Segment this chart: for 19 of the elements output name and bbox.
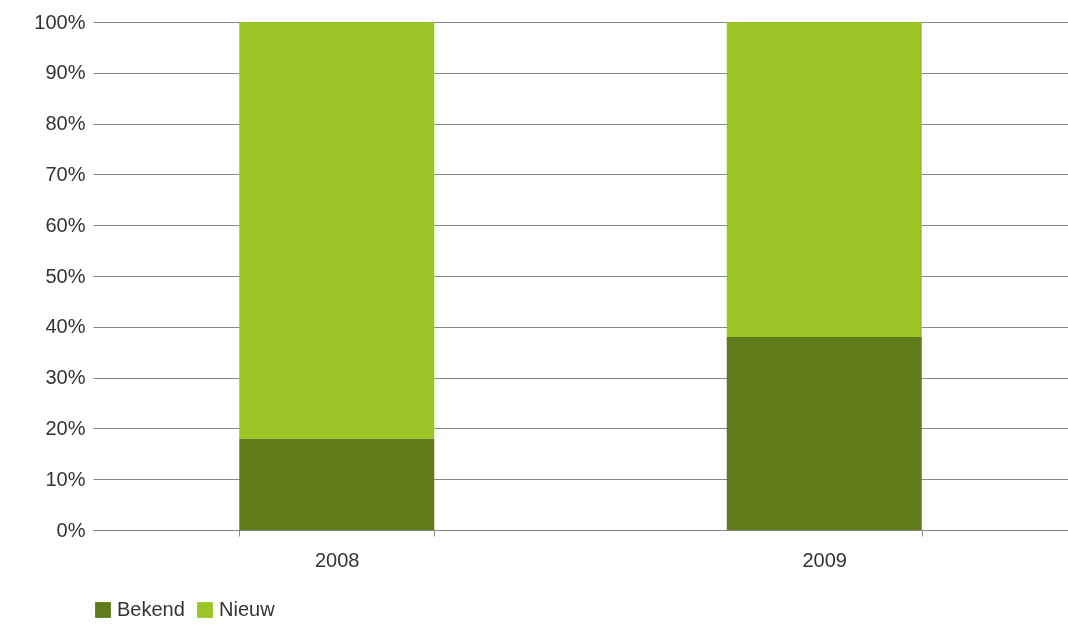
- y-tick-label: 70%: [45, 162, 86, 185]
- y-tick-label: 20%: [45, 416, 86, 439]
- legend-label: Bekend: [117, 598, 185, 620]
- legend-label: Nieuw: [219, 598, 276, 620]
- bar: [726, 336, 922, 530]
- y-tick-label: 30%: [45, 366, 86, 389]
- y-tick-label: 80%: [45, 112, 86, 135]
- y-tick-label: 40%: [45, 315, 86, 338]
- bar: [726, 22, 922, 337]
- y-tick-label: 10%: [45, 467, 86, 490]
- x-tick-label: 2008: [315, 548, 360, 571]
- y-tick-label: 100%: [34, 10, 86, 33]
- y-tick-label: 50%: [45, 264, 86, 287]
- y-tick-label: 60%: [45, 213, 86, 236]
- y-tick-label: 0%: [56, 518, 86, 541]
- y-tick-label: 90%: [45, 61, 86, 84]
- x-tick-label: 2009: [802, 548, 847, 571]
- bar: [239, 22, 435, 439]
- bar: [239, 438, 435, 530]
